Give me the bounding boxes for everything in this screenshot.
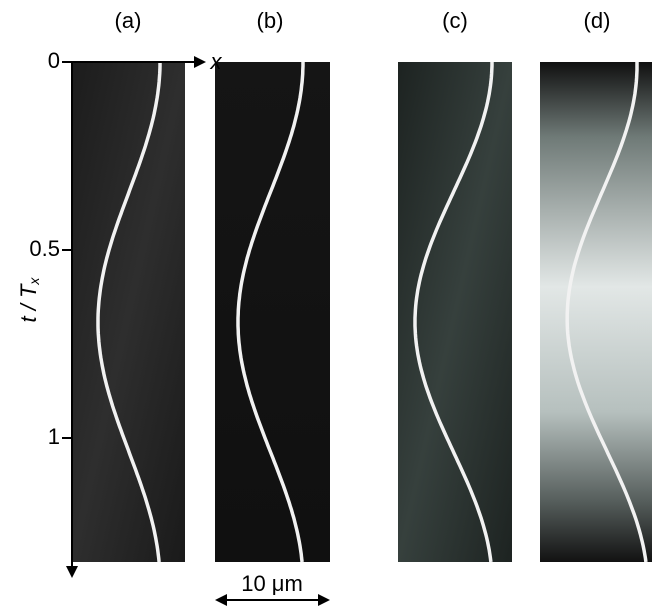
panel-label: (a)	[115, 8, 142, 33]
arrow-head	[318, 594, 330, 606]
panel-label: (c)	[442, 8, 468, 33]
panel-label: (b)	[257, 8, 284, 33]
arrow-head	[194, 56, 206, 68]
panel-image	[72, 62, 185, 562]
t-tick-label: 0.5	[29, 236, 60, 261]
panel-label: (d)	[584, 8, 611, 33]
scale-bar-label: 10 μm	[241, 571, 303, 596]
figure: (a) (b) (c) (d) x t / Tx 10 μm 00.51	[0, 0, 652, 612]
t-tick-label: 1	[48, 424, 60, 449]
x-axis-label: x	[210, 49, 223, 74]
t-axis-label-sub: x	[26, 277, 42, 286]
arrow-head	[66, 566, 78, 578]
arrow-head	[215, 594, 227, 606]
panel-image	[215, 62, 330, 562]
t-tick-label: 0	[48, 48, 60, 73]
t-axis-label: t / Tx	[16, 277, 42, 323]
t-axis-label-main: t / T	[16, 283, 41, 322]
panel-image	[540, 62, 652, 562]
